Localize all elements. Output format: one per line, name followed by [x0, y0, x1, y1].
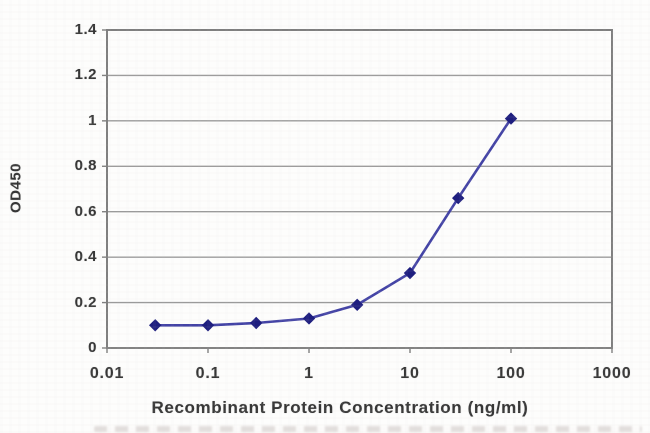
series-line — [155, 117, 513, 327]
data-point-marker — [504, 112, 518, 125]
y-axis-title: OD450 — [7, 162, 25, 214]
data-point-marker — [350, 298, 364, 312]
data-point-marker — [451, 191, 465, 205]
y-tick-label: 1 — [88, 111, 97, 129]
data-point-marker — [403, 266, 417, 280]
x-axis-title: Recombinant Protein Concentration (ng/ml… — [151, 398, 529, 417]
y-tick-label: 0.8 — [74, 157, 97, 175]
x-tick-label: 100 — [496, 365, 526, 382]
x-tick-label: 0.1 — [195, 365, 221, 382]
x-tick-label: 0.01 — [89, 365, 125, 382]
x-tick-label: 10 — [400, 365, 420, 382]
y-tick-label: 0 — [88, 339, 97, 356]
data-point-marker — [201, 319, 215, 332]
y-tick-label: 1.4 — [74, 21, 97, 38]
y-tick-label: 0.2 — [74, 293, 97, 311]
bottom-compression-artifact — [94, 426, 642, 432]
x-tick-label: 1 — [304, 365, 314, 382]
y-tick-label: 0.4 — [74, 248, 97, 266]
data-point-marker — [249, 316, 263, 330]
y-tick-label: 1.2 — [74, 66, 97, 84]
y-tick-label: 0.6 — [74, 202, 97, 220]
data-point-marker — [148, 319, 162, 332]
plot-border — [106, 29, 613, 349]
x-tick-label: 1000 — [592, 365, 632, 382]
data-point-marker — [302, 312, 316, 325]
